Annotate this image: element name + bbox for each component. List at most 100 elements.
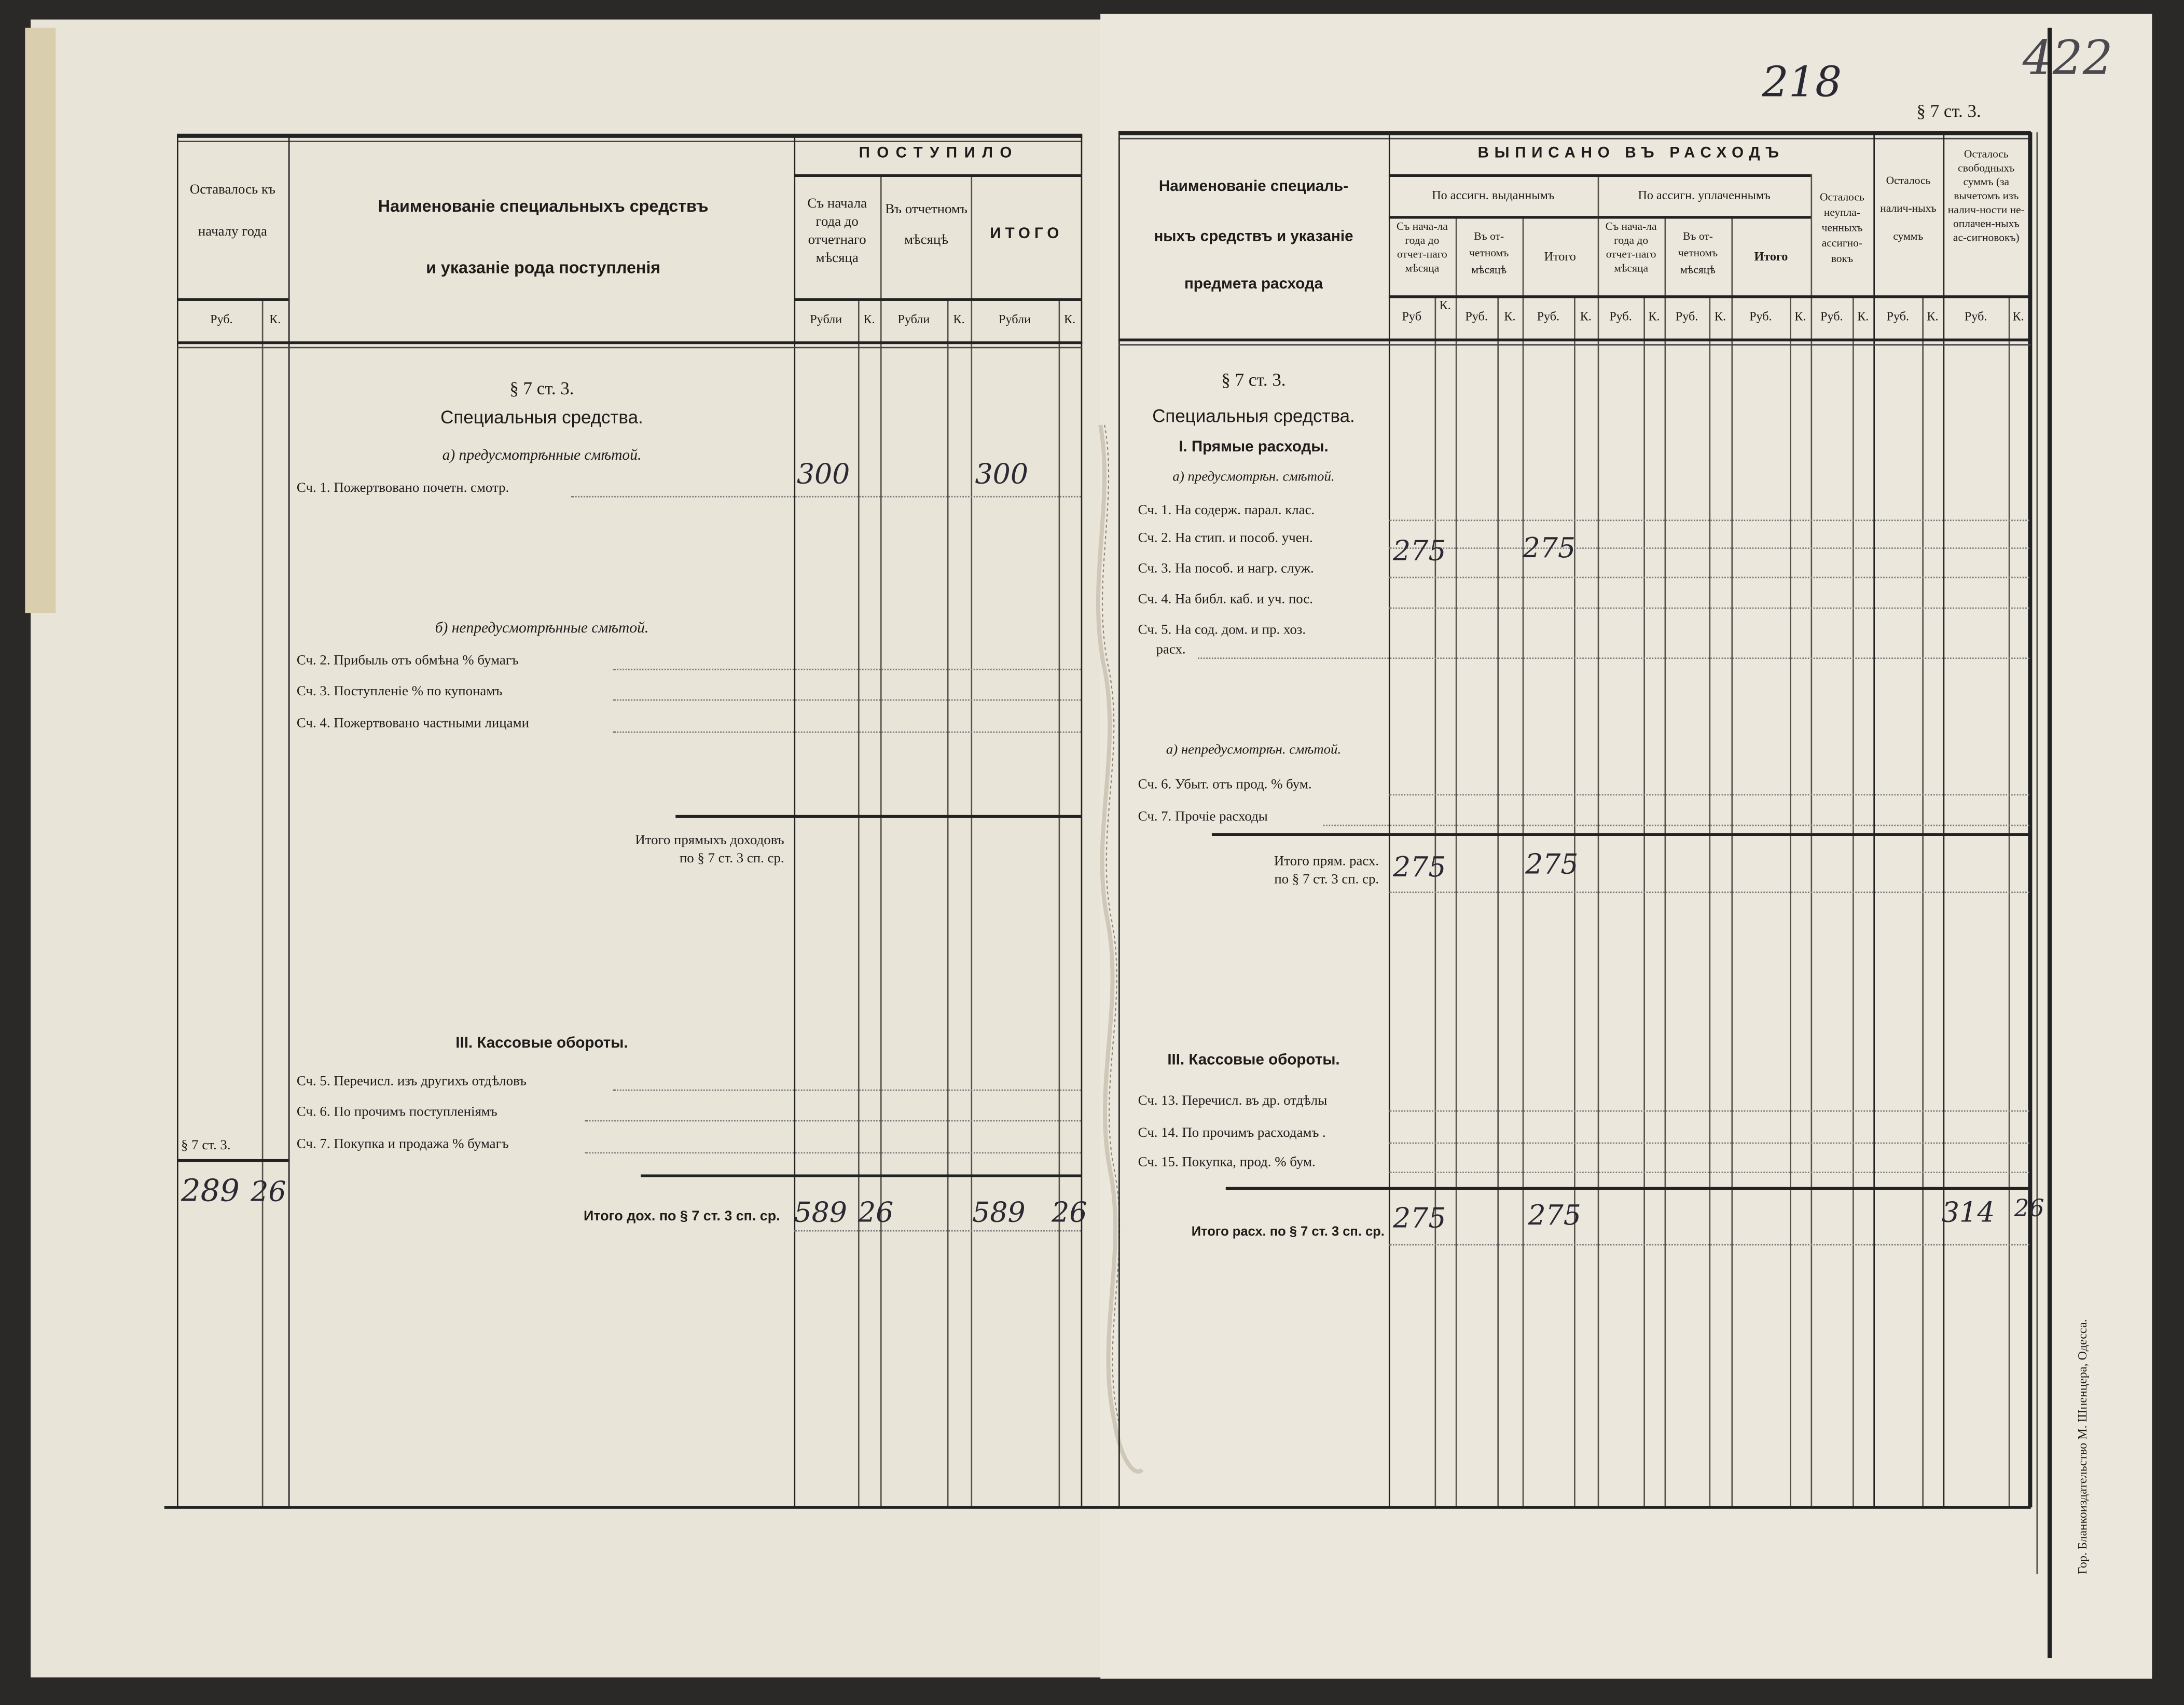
printer-imprint: Гор. Бланкоиздательство М. Шпенцера, Оде… xyxy=(2075,1319,2090,1575)
header-in-month: Въ от-четномъ мѣсяцѣ xyxy=(1678,230,1718,276)
row-label: Сч. 5. Перечисл. изъ другихъ отдѣловъ xyxy=(296,1074,527,1090)
divider xyxy=(794,135,796,1508)
total-rule xyxy=(1225,1187,2028,1190)
unit-kop: К. xyxy=(863,312,875,326)
row-label: Сч. 13. Перечисл. въ др. отдѣлы xyxy=(1138,1093,1328,1109)
handwritten-amount: 314 xyxy=(1941,1195,1995,1229)
subtotal-rule xyxy=(1211,833,2028,836)
divider xyxy=(858,299,860,1508)
row-label: Сч. 6. Убыт. отъ прод. % бум. xyxy=(1138,777,1312,793)
divider xyxy=(1597,174,1599,1508)
handwritten-amount: 275 xyxy=(1528,1198,1581,1232)
handwritten-amount: 289 xyxy=(181,1174,240,1209)
unit-rub: Руб. xyxy=(1749,309,1772,323)
leader-line xyxy=(571,496,1081,498)
header-total: Итого xyxy=(1544,249,1576,264)
row-label: Сч. 3. На пособ. и нагр. служ. xyxy=(1138,561,1314,577)
leader-line xyxy=(1388,794,2030,796)
header-in-month: Въ отчетномъ мѣсяцѣ xyxy=(885,202,967,248)
divider xyxy=(2036,132,2038,1575)
divider xyxy=(794,174,1081,177)
leader-line xyxy=(613,668,1081,670)
leader-line xyxy=(1388,607,2030,609)
divider xyxy=(1853,296,1854,1508)
row-label: Сч. 2. На стип. и пособ. учен. xyxy=(1138,530,1313,546)
unit-rub: Руб. xyxy=(1820,309,1843,323)
unit-rub: Руб. xyxy=(1537,309,1560,323)
header-name-1: Наименованіе специальныхъ средствъ xyxy=(378,196,709,216)
subsection-a: а) предусмотрѣн. смѣтой. xyxy=(1172,469,1335,485)
unit-rub: Руб. xyxy=(1675,309,1698,323)
divider xyxy=(261,299,264,1508)
divider xyxy=(1118,338,2031,341)
leader-line xyxy=(585,1152,1081,1154)
subsection-b: а) непредусмотрѣн. смѣтой. xyxy=(1166,742,1342,758)
unit-rub: Руб. xyxy=(1465,309,1488,323)
handwritten-amount: 275 xyxy=(1393,849,1446,884)
section-title: § 7 ст. 3. xyxy=(509,377,574,398)
leader-line xyxy=(1388,519,2030,521)
divider xyxy=(176,298,288,301)
handwritten-amount: 26 xyxy=(251,1174,286,1208)
section-ref: § 7 ст. 3. xyxy=(1916,100,1981,121)
header-written-off: ВЫПИСАНО ВЪ РАСХОДЪ xyxy=(1477,145,1785,162)
header-in-month: Въ от-четномъ мѣсяцѣ xyxy=(1469,230,1509,276)
divider xyxy=(1455,216,1457,1508)
subtotal-rule xyxy=(675,815,1081,818)
header-name-2: и указаніе рода поступленія xyxy=(426,257,661,278)
row-label: Сч. 5. На сод. дом. и пр. хоз. xyxy=(1138,623,1306,638)
header-name-1: Наименованіе специаль- xyxy=(1158,178,1349,195)
leader-line xyxy=(1388,1244,2030,1246)
divider xyxy=(1081,135,1083,1508)
divider xyxy=(288,135,290,1508)
archive-number: 422 xyxy=(2022,31,2113,87)
divider xyxy=(947,299,949,1508)
divider xyxy=(971,174,973,1508)
header-unpaid: Осталось неупла-ченныхъ ассигно-вокъ xyxy=(1820,190,1864,265)
row-label: расх. xyxy=(1156,642,1186,658)
divider xyxy=(1497,296,1499,1508)
row-label: Сч. 1. Пожертвовано почетн. смотр. xyxy=(296,480,509,496)
unit-kop: К. xyxy=(1714,309,1726,323)
handwritten-amount: 26 xyxy=(858,1195,894,1229)
row-label: Сч. 14. По прочимъ расходамъ . xyxy=(1138,1125,1326,1142)
divider xyxy=(1790,296,1791,1508)
divider xyxy=(1118,132,1120,1508)
subtotal-label: по § 7 ст. 3 сп. ср. xyxy=(1274,872,1379,888)
folio-number: 218 xyxy=(1762,58,1842,107)
handwritten-amount: 589 xyxy=(794,1195,847,1229)
unit-kop: К. xyxy=(1063,312,1076,326)
handwritten-amount: 275 xyxy=(1393,533,1446,567)
subsection-b: б) непредусмотрѣнные смѣтой. xyxy=(435,620,649,637)
divider xyxy=(1643,296,1645,1508)
divider xyxy=(1388,295,2030,298)
header-received: ПОСТУПИЛО xyxy=(859,145,1019,162)
row-label: Сч. 15. Покупка, прод. % бум. xyxy=(1138,1154,1316,1171)
header-from-year-start: Съ начала года до отчетнаго мѣсяца xyxy=(807,196,867,266)
unit-rub: Рубли xyxy=(897,312,930,326)
cash-title: III. Кассовые обороты. xyxy=(455,1035,628,1052)
divider xyxy=(1388,132,1390,1508)
unit-rub: Рубли xyxy=(810,312,842,326)
divider xyxy=(176,135,178,1508)
subtotal-label: Итого прям. расх. xyxy=(1274,854,1379,870)
row-label: Сч. 4. На библ. каб. и уч. пос. xyxy=(1138,592,1314,608)
unit-rub: Руб. xyxy=(1609,309,1632,323)
row-label: Сч. 7. Покупка и продажа % бумагъ xyxy=(296,1136,509,1152)
unit-rub: Руб. xyxy=(210,312,233,326)
unit-kop: К. xyxy=(1857,309,1869,323)
divider xyxy=(2028,132,2033,1508)
handwritten-amount: 589 xyxy=(972,1195,1026,1229)
header-total: ИТОГО xyxy=(990,225,1063,243)
header-total: Итого xyxy=(1754,249,1788,264)
unit-kop: К. xyxy=(269,312,281,326)
divider xyxy=(794,298,1081,301)
row-label: Сч. 7. Прочіе расходы xyxy=(1138,809,1268,825)
unit-rub: Руб. xyxy=(1964,309,1987,323)
divider xyxy=(1574,296,1575,1508)
subtotal-label: Итого прямыхъ доходовъ xyxy=(635,833,784,849)
unit-kop: К. xyxy=(1927,309,1939,323)
divider xyxy=(1943,132,1945,1508)
binding-thread xyxy=(1096,424,1144,1474)
